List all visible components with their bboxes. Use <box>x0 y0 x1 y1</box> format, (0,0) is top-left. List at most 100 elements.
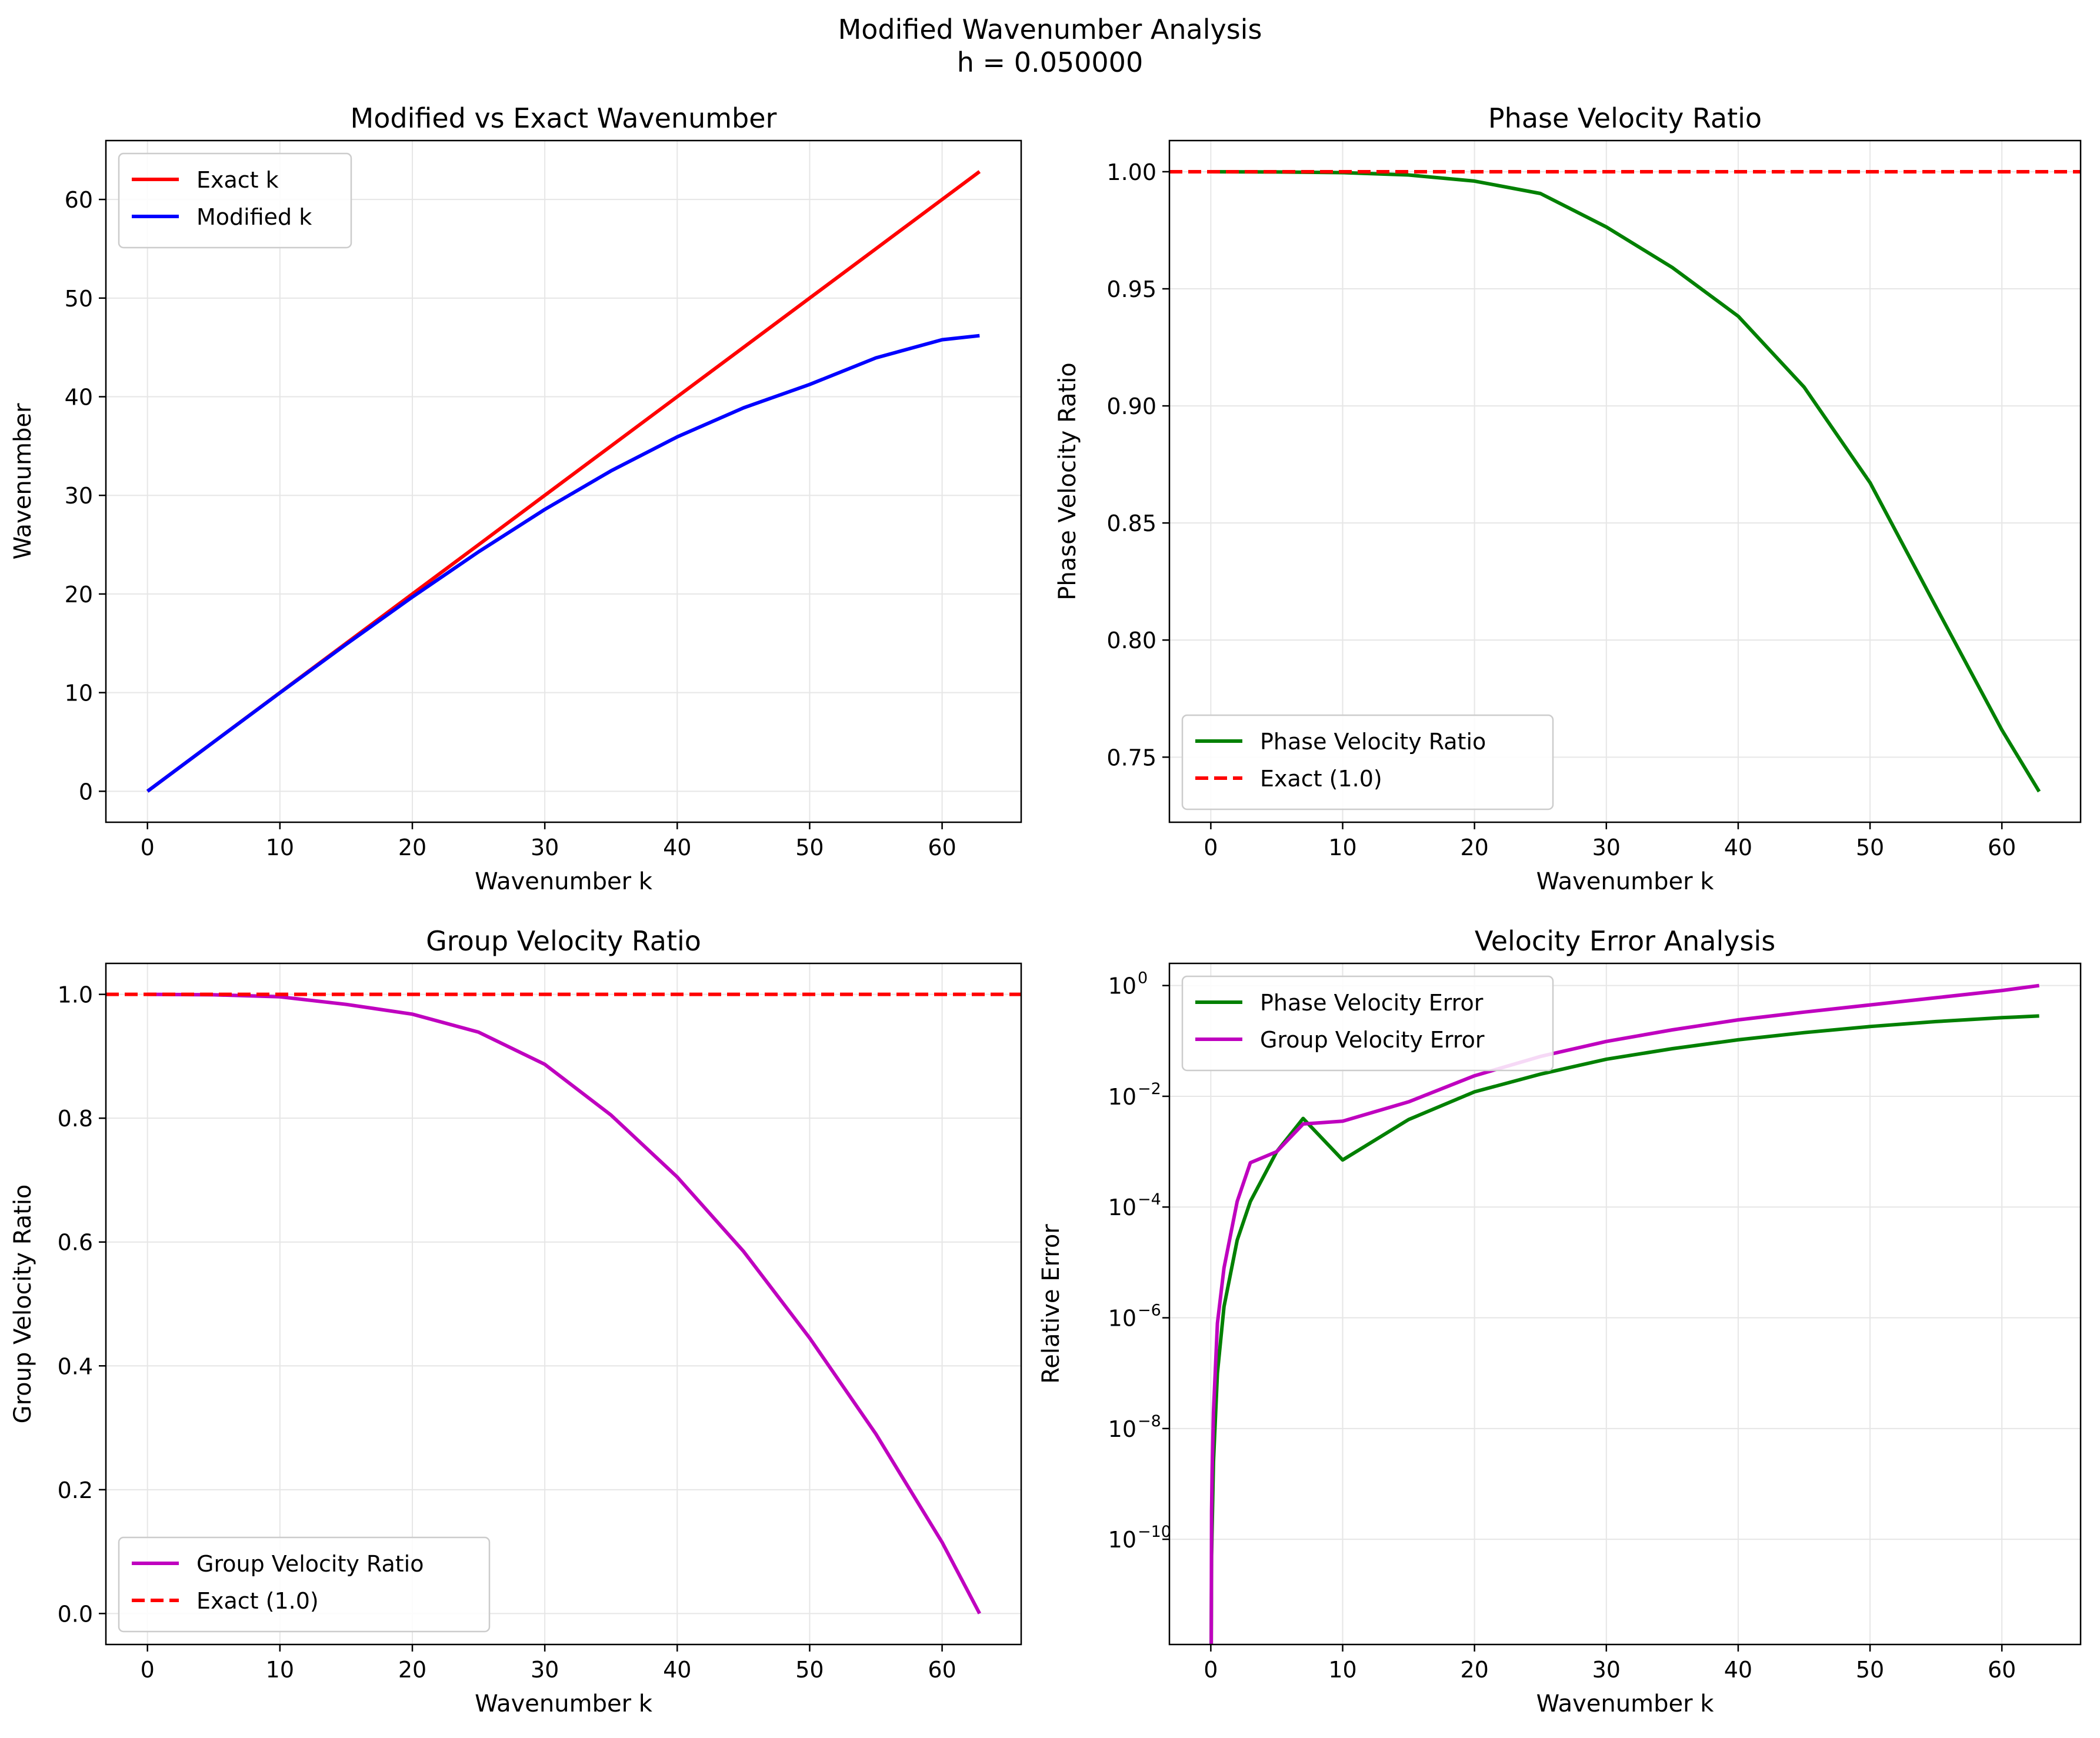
x-tick-label: 40 <box>1724 1657 1752 1683</box>
y-tick-label: 10 <box>1108 1416 1136 1442</box>
y-tick-exponent: −4 <box>1138 1190 1161 1209</box>
x-tick-label: 10 <box>1328 1657 1356 1683</box>
axes-frame <box>1168 962 2082 1646</box>
x-tick-label: 50 <box>795 1657 824 1683</box>
y-tick-label: 0 <box>79 779 93 805</box>
x-tick-label: 0 <box>141 835 155 860</box>
series-group <box>106 992 1021 1614</box>
y-tick-label: 50 <box>65 286 93 312</box>
legend-label: Group Velocity Error <box>1260 1027 1485 1053</box>
legend-label: Modified k <box>196 204 312 230</box>
y-tick-label: 30 <box>65 483 93 509</box>
x-axis-label: Wavenumber k <box>1536 868 1715 895</box>
x-axis-label: Wavenumber k <box>475 1690 653 1717</box>
y-tick-label: 10 <box>1108 973 1136 999</box>
y-tick-label: 1.0 <box>58 982 93 1008</box>
y-tick-label: 10 <box>1108 1306 1136 1332</box>
x-tick-label: 60 <box>1988 1657 2016 1683</box>
y-tick-label: 0.2 <box>58 1477 93 1503</box>
series-line-0 <box>1211 170 2041 793</box>
axes-frame <box>1168 139 2082 823</box>
x-tick-label: 60 <box>928 1657 956 1683</box>
y-tick-label: 1.00 <box>1106 159 1156 185</box>
legend: Group Velocity Ratio Exact (1.0) <box>118 1536 491 1633</box>
figure-subtitle: h = 0.050000 <box>957 46 1143 78</box>
y-tick-label: 0.4 <box>58 1353 93 1379</box>
legend-box <box>1181 975 1554 1072</box>
legend: Phase Velocity Error Group Velocity Error <box>1181 975 1554 1072</box>
x-tick-label: 10 <box>1328 835 1356 860</box>
x-tick-label: 60 <box>1988 835 2016 860</box>
y-tick-label: 10 <box>65 680 93 706</box>
x-tick-label: 20 <box>1460 1657 1488 1683</box>
y-tick-exponent: 0 <box>1138 969 1148 988</box>
legend: Phase Velocity Ratio Exact (1.0) <box>1181 714 1554 810</box>
legend-label: Phase Velocity Error <box>1260 990 1484 1016</box>
x-tick-label: 50 <box>1856 1657 1884 1683</box>
y-tick-label: 0.75 <box>1106 745 1156 770</box>
figure-title: Modified Wavenumber Analysis <box>838 14 1262 45</box>
x-tick-label: 0 <box>1204 1657 1218 1683</box>
chart-title: Phase Velocity Ratio <box>1488 102 1762 134</box>
y-axis-label: Relative Error <box>1038 1224 1065 1384</box>
series-line-1 <box>146 333 980 793</box>
x-tick-label: 10 <box>266 1657 294 1683</box>
chart-phase: 0 10 20 30 40 50 60 0.75 0.80 0.85 0.90 0.95 1.00 Pha… <box>1054 102 2082 895</box>
x-tick-label: 20 <box>398 835 426 860</box>
y-tick-label: 0.95 <box>1106 276 1156 302</box>
series-group <box>146 170 981 793</box>
axes-frame <box>105 962 1022 1646</box>
legend: Exact k Modified k <box>118 152 352 249</box>
series-line-1 <box>1209 983 2039 1644</box>
y-tick-label: 0.85 <box>1106 511 1156 536</box>
series-line-0 <box>1209 1014 2039 1644</box>
series-group <box>1169 170 2081 793</box>
legend-label: Group Velocity Ratio <box>196 1551 424 1577</box>
y-tick-label: 60 <box>65 187 93 213</box>
legend-box <box>118 1536 491 1633</box>
legend-label: Exact (1.0) <box>1260 766 1382 792</box>
chart-title: Velocity Error Analysis <box>1475 925 1775 957</box>
x-tick-label: 30 <box>1592 835 1621 860</box>
chart-wavenumber: 0 10 20 30 40 50 60 0 10 20 30 40 50 60 Modified vs Ex… <box>9 102 1022 895</box>
legend-box <box>1181 714 1554 810</box>
y-axis-label: Phase Velocity Ratio <box>1054 362 1081 600</box>
x-tick-label: 20 <box>1460 835 1488 860</box>
y-tick-exponent: −8 <box>1138 1412 1161 1430</box>
chart-title: Group Velocity Ratio <box>426 925 701 957</box>
y-tick-exponent: −2 <box>1138 1080 1161 1098</box>
series-group <box>1209 983 2039 1644</box>
y-tick-label: 20 <box>65 582 93 608</box>
x-tick-label: 40 <box>1724 835 1752 860</box>
y-tick-label: 10 <box>1108 1527 1136 1553</box>
chart-group: 0 10 20 30 40 50 60 0.0 0.2 0.4 0.6 0.8 1.0 Group Vel… <box>9 925 1022 1717</box>
x-tick-label: 30 <box>531 835 559 860</box>
chart-title: Modified vs Exact Wavenumber <box>351 102 777 134</box>
x-tick-label: 60 <box>928 835 956 860</box>
x-tick-label: 0 <box>141 1657 155 1683</box>
y-tick-exponent: −10 <box>1138 1523 1171 1541</box>
x-axis-label: Wavenumber k <box>1536 1690 1715 1717</box>
y-tick-label: 10 <box>1108 1195 1136 1220</box>
axes-frame <box>105 139 1022 823</box>
x-tick-label: 0 <box>1204 835 1218 860</box>
y-tick-label: 0.6 <box>58 1230 93 1256</box>
x-tick-label: 50 <box>795 835 824 860</box>
y-tick-label: 0.8 <box>58 1106 93 1132</box>
y-tick-label: 40 <box>65 385 93 411</box>
legend-label: Phase Velocity Ratio <box>1260 729 1486 755</box>
x-tick-label: 10 <box>266 835 294 860</box>
x-axis-label: Wavenumber k <box>475 868 653 895</box>
x-tick-label: 20 <box>398 1657 426 1683</box>
y-tick-label: 10 <box>1108 1084 1136 1110</box>
legend-label: Exact k <box>196 167 279 193</box>
y-axis-label: Wavenumber <box>9 403 36 559</box>
y-tick-label: 0.90 <box>1106 393 1156 419</box>
x-tick-label: 50 <box>1856 835 1884 860</box>
legend-box <box>118 152 352 249</box>
y-tick-exponent: −6 <box>1138 1302 1161 1320</box>
x-tick-label: 40 <box>663 1657 691 1683</box>
